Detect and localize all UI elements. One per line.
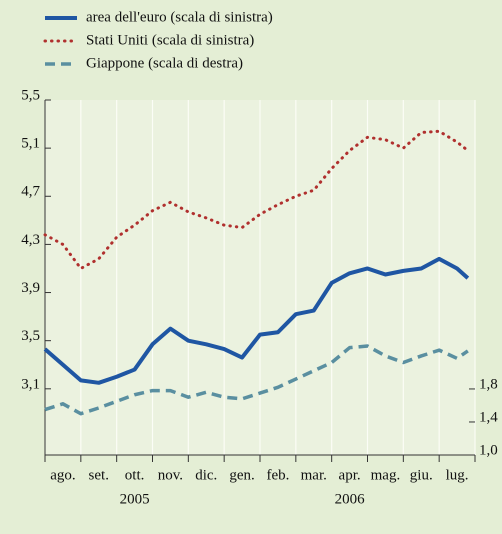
x-tick-label: ott. [125,467,145,483]
year-label: 2006 [335,491,366,507]
series-line [43,129,470,270]
y2-tick-label: 1,4 [479,409,498,425]
x-tick-label: giu. [410,467,433,483]
y-tick-label: 5,1 [21,136,40,152]
y-tick-label: 3,5 [21,328,40,344]
x-tick-label: dic. [195,467,217,483]
x-tick-label: mag. [371,467,401,483]
x-tick-label: apr. [339,467,361,483]
x-tick-label: set. [89,467,109,483]
legend-label: area dell'euro (scala di sinistra) [86,9,273,25]
y2-tick-label: 1,8 [479,376,498,392]
x-tick-label: feb. [266,467,289,483]
x-tick-label: gen. [229,467,254,483]
x-tick-label: mar. [301,467,327,483]
y-tick-label: 3,9 [21,280,40,296]
series-line [44,344,469,416]
y-tick-label: 4,7 [21,184,40,200]
year-label: 2005 [120,491,150,507]
x-tick-label: ago. [50,467,75,483]
y-tick-label: 3,1 [21,376,40,392]
y-tick-label: 4,3 [21,232,40,248]
legend-label: Giappone (scala di destra) [86,55,243,71]
y2-tick-label: 1,0 [479,442,498,458]
y-tick-label: 5,5 [21,87,40,103]
legend-label: Stati Uniti (scala di sinistra) [86,32,254,48]
x-tick-label: lug. [446,467,469,483]
x-tick-label: nov. [158,467,183,483]
series-line [43,256,470,385]
